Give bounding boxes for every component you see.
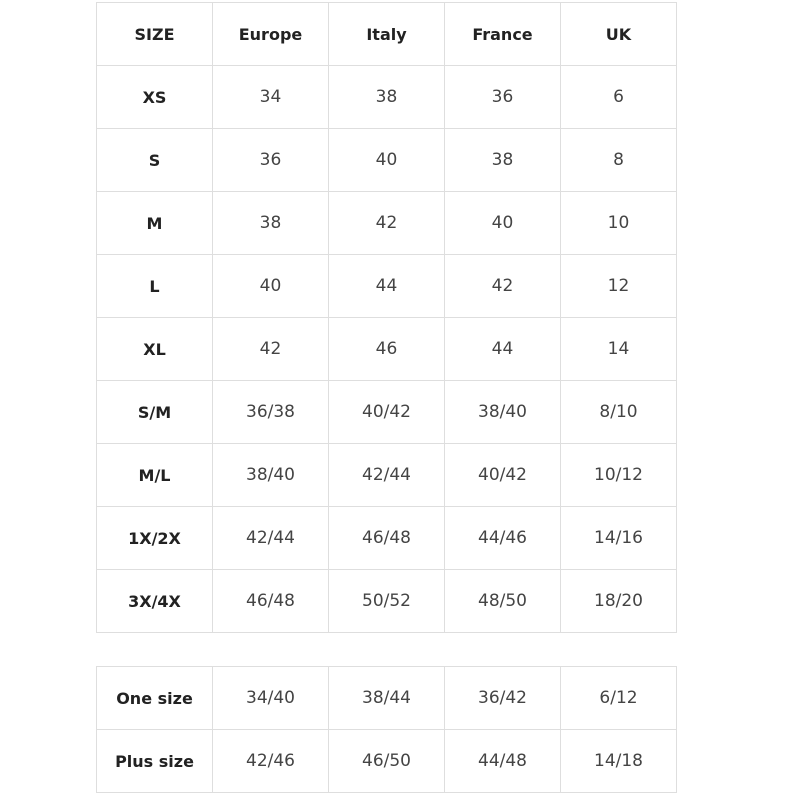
table-cell: 44 [444,317,561,381]
size-table: SIZE Europe Italy France UK XS 34 38 36 6 S 36 40 38 8… [96,2,677,633]
table-row: XL 42 46 44 14 [96,317,677,381]
row-label: One size [96,666,213,730]
table-cell: 46 [328,317,445,381]
table-cell: 36 [444,65,561,129]
table-cell: 40 [328,128,445,192]
table-cell: 50/52 [328,569,445,633]
table-cell: 8/10 [560,380,677,444]
table-row: M 38 42 40 10 [96,191,677,255]
row-label: L [96,254,213,318]
table-cell: 38 [212,191,329,255]
table-cell: 42 [444,254,561,318]
row-label: 3X/4X [96,569,213,633]
table-cell: 42 [212,317,329,381]
table-row: L 40 44 42 12 [96,254,677,318]
table-cell: 48/50 [444,569,561,633]
table-cell: 40 [444,191,561,255]
table-cell: UK [560,2,677,66]
table-cell: 6 [560,65,677,129]
row-label: XS [96,65,213,129]
table-cell: 14/18 [560,729,677,793]
table-cell: 42/44 [212,506,329,570]
table-row: 1X/2X 42/44 46/48 44/46 14/16 [96,506,677,570]
table-cell: 10/12 [560,443,677,507]
table-cell: 42 [328,191,445,255]
table-cell: 38 [328,65,445,129]
table-row: S/M 36/38 40/42 38/40 8/10 [96,380,677,444]
row-label: S/M [96,380,213,444]
table-cell: 10 [560,191,677,255]
table-cell: 14/16 [560,506,677,570]
table-row: Plus size 42/46 46/50 44/48 14/18 [96,729,677,793]
table-cell: 40/42 [328,380,445,444]
table-cell: 12 [560,254,677,318]
table-cell: 40 [212,254,329,318]
table-cell: 8 [560,128,677,192]
table-cell: 38 [444,128,561,192]
table-cell: 42/44 [328,443,445,507]
table-cell: 38/40 [444,380,561,444]
table-cell: 40/42 [444,443,561,507]
row-label: Plus size [96,729,213,793]
table-cell: 6/12 [560,666,677,730]
table-cell: 42/46 [212,729,329,793]
row-label: 1X/2X [96,506,213,570]
table-cell: 18/20 [560,569,677,633]
table-row: S 36 40 38 8 [96,128,677,192]
table-row: XS 34 38 36 6 [96,65,677,129]
table-row: M/L 38/40 42/44 40/42 10/12 [96,443,677,507]
table-cell: 44 [328,254,445,318]
table-cell: 46/48 [328,506,445,570]
row-label: M [96,191,213,255]
table-cell: 34 [212,65,329,129]
table-cell: 46/48 [212,569,329,633]
table-cell: 14 [560,317,677,381]
table-cell: Italy [328,2,445,66]
table-cell: 36 [212,128,329,192]
table-cell: 46/50 [328,729,445,793]
table-row: SIZE Europe Italy France UK [96,2,677,66]
table-cell: 38/44 [328,666,445,730]
table-cell: 44/48 [444,729,561,793]
table-row: One size 34/40 38/44 36/42 6/12 [96,666,677,730]
table-cell: Europe [212,2,329,66]
row-label: S [96,128,213,192]
table-cell: 44/46 [444,506,561,570]
table-cell: France [444,2,561,66]
table-cell: 36/42 [444,666,561,730]
row-label: XL [96,317,213,381]
row-label: M/L [96,443,213,507]
table-cell: 34/40 [212,666,329,730]
table-row: 3X/4X 46/48 50/52 48/50 18/20 [96,569,677,633]
row-label: SIZE [96,2,213,66]
extra-size-table: One size 34/40 38/44 36/42 6/12 Plus size 42/4… [96,666,677,793]
table-cell: 38/40 [212,443,329,507]
table-cell: 36/38 [212,380,329,444]
